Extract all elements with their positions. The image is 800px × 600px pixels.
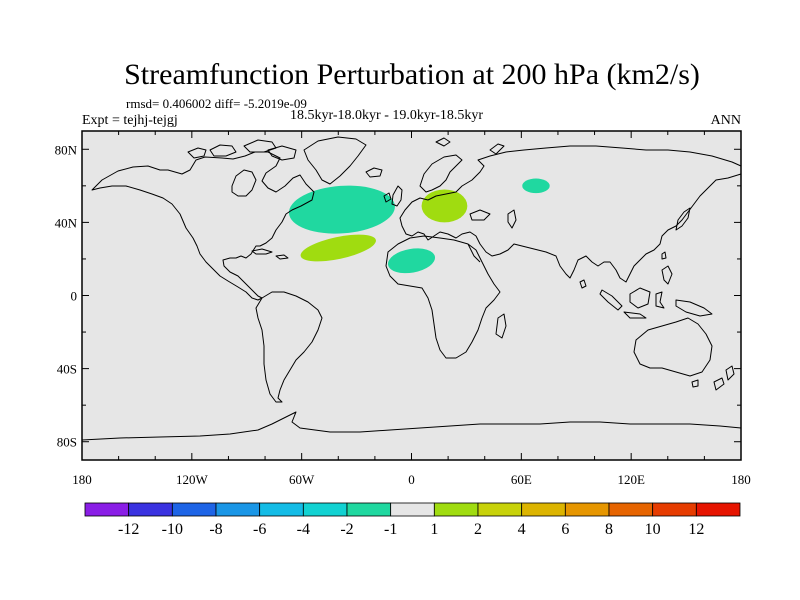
colorbar-swatch: [128, 502, 173, 517]
colorbar-swatch: [171, 502, 217, 517]
colorbar-swatch: [477, 502, 523, 517]
colorbar-swatch: [652, 502, 697, 517]
coastline-philippines: [661, 265, 673, 285]
coastlines: [81, 136, 742, 441]
anomaly-north-atlantic-negative: [288, 185, 395, 234]
lat-tick-label: 80S: [57, 435, 77, 450]
coastline-caspian-sea: [507, 209, 517, 229]
coastline-africa: [385, 235, 501, 359]
colorbar-label: -2: [340, 521, 353, 538]
colorbar-label: 10: [645, 521, 661, 538]
colorbar-swatch: [215, 502, 261, 517]
coastline-red-sea: [467, 243, 481, 263]
lon-tick-label: 180: [72, 472, 92, 487]
colorbar-label: -1: [384, 521, 397, 538]
coastline-tasmania: [691, 379, 699, 388]
lon-tick-label: 0: [408, 472, 415, 487]
anomaly-north-africa-negative: [387, 248, 436, 274]
colorbar-label: -4: [297, 521, 310, 538]
colorbar-label: 8: [605, 521, 613, 538]
colorbar-swatch: [302, 502, 348, 517]
colorbar-swatch: [84, 502, 130, 517]
anomaly-regions: [288, 178, 550, 274]
coastline-greenland: [303, 136, 367, 185]
colorbar-label: -8: [209, 521, 222, 538]
lat-tick-label: 80N: [55, 142, 78, 157]
colorbar-label: 6: [561, 521, 569, 538]
coastline-new-zealand-north: [725, 365, 735, 381]
colorbar-label: 12: [688, 521, 704, 538]
lon-tick-label: 60E: [511, 472, 532, 487]
colorbar-label: 2: [474, 521, 482, 538]
coastline-taiwan: [661, 251, 667, 260]
coastline-arctic-island-3: [187, 147, 207, 159]
colorbar-label: -12: [118, 521, 139, 538]
coastline-madagascar: [495, 313, 507, 339]
colorbar-swatch: [521, 502, 566, 517]
coastline-java: [623, 311, 647, 319]
coastline-svalbard: [435, 137, 451, 147]
colorbar-label: -6: [253, 521, 266, 538]
lon-tick-label: 180: [731, 472, 751, 487]
colorbar-swatch: [259, 502, 304, 517]
coastline-great-britain: [391, 185, 403, 207]
coastline-novaya-zemlya: [489, 143, 505, 155]
colorbar-swatch: [608, 502, 654, 517]
coastline-baffin-island: [267, 145, 297, 161]
lat-tick-label: 40N: [55, 215, 78, 230]
lon-tick-label: 60W: [289, 472, 315, 487]
map-background: [82, 131, 741, 460]
coastline-iceland: [365, 167, 383, 178]
coastline-antarctica: [81, 411, 742, 441]
coastline-black-sea: [469, 209, 491, 221]
coastline-scandinavia: [419, 154, 463, 193]
colorbar-swatch: [390, 502, 435, 517]
stats-label: rmsd= 0.406002 diff= -5.2019e-09: [126, 96, 307, 111]
anomaly-central-asia-negative: [522, 178, 550, 194]
coastline-sulawesi: [655, 291, 665, 309]
coastline-arctic-island-1: [209, 144, 237, 157]
lat-tick-label: 40S: [57, 362, 77, 377]
coastline-borneo: [629, 287, 651, 309]
colorbar-label: -10: [162, 521, 183, 538]
coastline-sumatra: [599, 289, 623, 311]
season-label: ANN: [711, 113, 741, 128]
coastline-new-zealand-south: [713, 377, 725, 391]
coastline-north-america: [91, 151, 315, 301]
lat-tick-label: 0: [71, 289, 78, 304]
coastline-eurasia: [399, 145, 742, 283]
coastline-new-guinea: [675, 299, 713, 317]
colorbar-swatch: [695, 502, 741, 517]
coastline-australia: [633, 317, 713, 377]
map-panel: 180 120W 60W 0 60E 120E 180 80N 40N 0 40S 80S: [55, 130, 751, 487]
colorbar-label: 1: [430, 521, 438, 538]
axis-ticks: 180 120W 60W 0 60E 120E 180 80N 40N 0 40S 80S: [55, 131, 751, 487]
colorbar: -12 -10 -8 -6 -4 -2 -1 1 2 4 6 8 10 12: [84, 502, 741, 538]
experiment-label: Expt = tejhj-tejgj: [82, 113, 178, 128]
coastline-cuba: [251, 248, 273, 255]
lon-tick-label: 120W: [176, 472, 209, 487]
figure-title: Streamfunction Perturbation at 200 hPa (…: [124, 58, 700, 91]
coastline-japan: [675, 207, 691, 231]
anomaly-subtropical-atlantic-positive: [300, 234, 376, 262]
period-label: 18.5kyr-18.0kyr - 19.0kyr-18.5kyr: [290, 108, 483, 123]
coastline-ireland: [383, 192, 392, 203]
lon-tick-label: 120E: [617, 472, 645, 487]
colorbar-label: 4: [518, 521, 526, 538]
coastline-hudson-bay: [231, 169, 257, 197]
coastline-south-america: [255, 291, 323, 403]
coastline-hispaniola: [275, 254, 289, 260]
colorbar-swatch: [564, 502, 610, 517]
colorbar-swatch: [346, 502, 392, 517]
coastline-sri-lanka: [579, 279, 587, 289]
colorbar-swatch: [433, 502, 479, 517]
